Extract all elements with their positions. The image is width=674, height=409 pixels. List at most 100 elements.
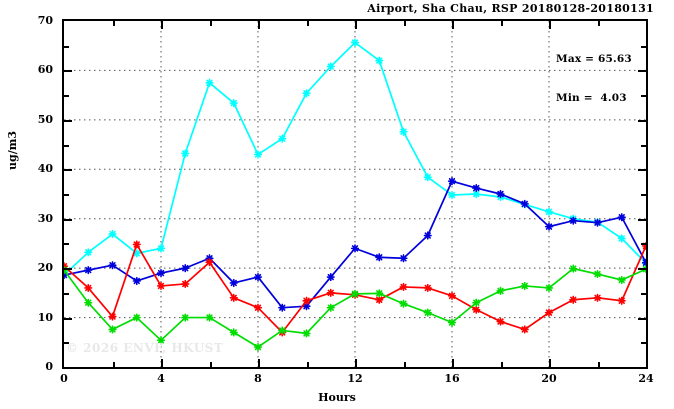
- plot-canvas: [64, 21, 646, 367]
- page-title: Airport, Sha Chau, RSP 20180128-20180131: [367, 2, 654, 15]
- min-value-label: Min = 4.03: [556, 92, 627, 104]
- axis-tick: [258, 21, 260, 29]
- y-tick-label: 60: [37, 63, 53, 77]
- axis-tick: [638, 120, 646, 122]
- data-point: [108, 229, 117, 239]
- data-point: [350, 244, 360, 253]
- data-point: [375, 289, 384, 298]
- axis-tick: [598, 21, 600, 26]
- data-point: [617, 234, 626, 243]
- axis-tick: [452, 21, 454, 29]
- y-tick-label: 40: [37, 162, 53, 176]
- data-point: [108, 312, 117, 321]
- data-point: [399, 127, 408, 136]
- data-point: [326, 303, 335, 312]
- axis-tick: [64, 70, 72, 72]
- x-axis-title: Hours: [318, 391, 356, 404]
- data-point: [496, 317, 505, 326]
- data-point: [181, 264, 190, 273]
- series-day4: [64, 264, 646, 352]
- data-point: [181, 279, 190, 289]
- data-point: [520, 281, 529, 291]
- data-point: [253, 303, 263, 312]
- data-point: [278, 134, 287, 143]
- data-point: [132, 313, 141, 322]
- data-point: [544, 222, 554, 231]
- axis-tick: [638, 219, 646, 221]
- data-point: [544, 207, 554, 216]
- data-point: [520, 199, 529, 208]
- data-point: [132, 240, 141, 249]
- data-point: [278, 303, 287, 312]
- data-point: [156, 281, 166, 291]
- data-point: [423, 283, 432, 293]
- data-point: [132, 276, 141, 286]
- y-tick-label: 10: [37, 310, 53, 324]
- data-point: [423, 231, 432, 240]
- axis-tick: [501, 362, 503, 367]
- data-point: [617, 296, 626, 305]
- data-point: [472, 183, 481, 193]
- data-point: [496, 286, 505, 295]
- axis-tick: [64, 318, 72, 320]
- data-point: [302, 296, 311, 305]
- axis-tick: [641, 293, 646, 295]
- x-tick-label: 8: [254, 372, 262, 385]
- data-point: [375, 295, 384, 304]
- x-tick-label: 12: [347, 372, 363, 385]
- data-point: [447, 291, 457, 300]
- axis-tick: [161, 21, 163, 29]
- axis-tick: [549, 21, 551, 29]
- axis-tick: [64, 95, 69, 97]
- axis-tick: [64, 46, 69, 48]
- axis-tick: [113, 362, 115, 367]
- data-point: [84, 283, 93, 293]
- axis-tick: [355, 21, 357, 29]
- data-point: [156, 336, 166, 345]
- data-point: [181, 149, 190, 158]
- axis-tick: [641, 145, 646, 147]
- axis-tick: [64, 268, 72, 270]
- series-line: [64, 243, 646, 334]
- data-point: [593, 293, 602, 302]
- axis-tick: [638, 268, 646, 270]
- data-point: [181, 313, 190, 322]
- data-point: [399, 254, 408, 263]
- data-point: [229, 293, 238, 302]
- axis-tick: [64, 219, 72, 221]
- y-tick-label: 0: [45, 360, 53, 373]
- data-point: [205, 313, 214, 322]
- axis-tick: [64, 120, 72, 122]
- data-point: [569, 264, 578, 273]
- axis-tick: [64, 145, 69, 147]
- axis-tick: [452, 359, 454, 367]
- axis-tick: [355, 359, 357, 367]
- axis-tick: [64, 169, 72, 171]
- data-point: [229, 328, 238, 337]
- data-point: [205, 78, 214, 87]
- data-point: [229, 98, 238, 108]
- data-point: [205, 258, 214, 267]
- data-point: [375, 56, 384, 65]
- axis-tick: [641, 95, 646, 97]
- data-point: [108, 261, 117, 270]
- data-point: [569, 216, 578, 225]
- axis-tick: [64, 194, 69, 196]
- axis-tick: [64, 243, 69, 245]
- axis-tick: [404, 21, 406, 26]
- data-point: [472, 305, 481, 314]
- y-tick-label: 70: [37, 14, 53, 27]
- data-point: [593, 269, 602, 279]
- x-tick-label: 20: [541, 372, 557, 385]
- data-point: [423, 308, 432, 317]
- data-point: [593, 218, 602, 227]
- data-point: [544, 283, 554, 293]
- data-point: [326, 272, 335, 282]
- axis-tick: [641, 46, 646, 48]
- x-tick-label: 16: [444, 372, 460, 385]
- data-point: [641, 258, 646, 267]
- axis-tick: [307, 21, 309, 26]
- axis-tick: [258, 359, 260, 367]
- data-point: [447, 177, 457, 186]
